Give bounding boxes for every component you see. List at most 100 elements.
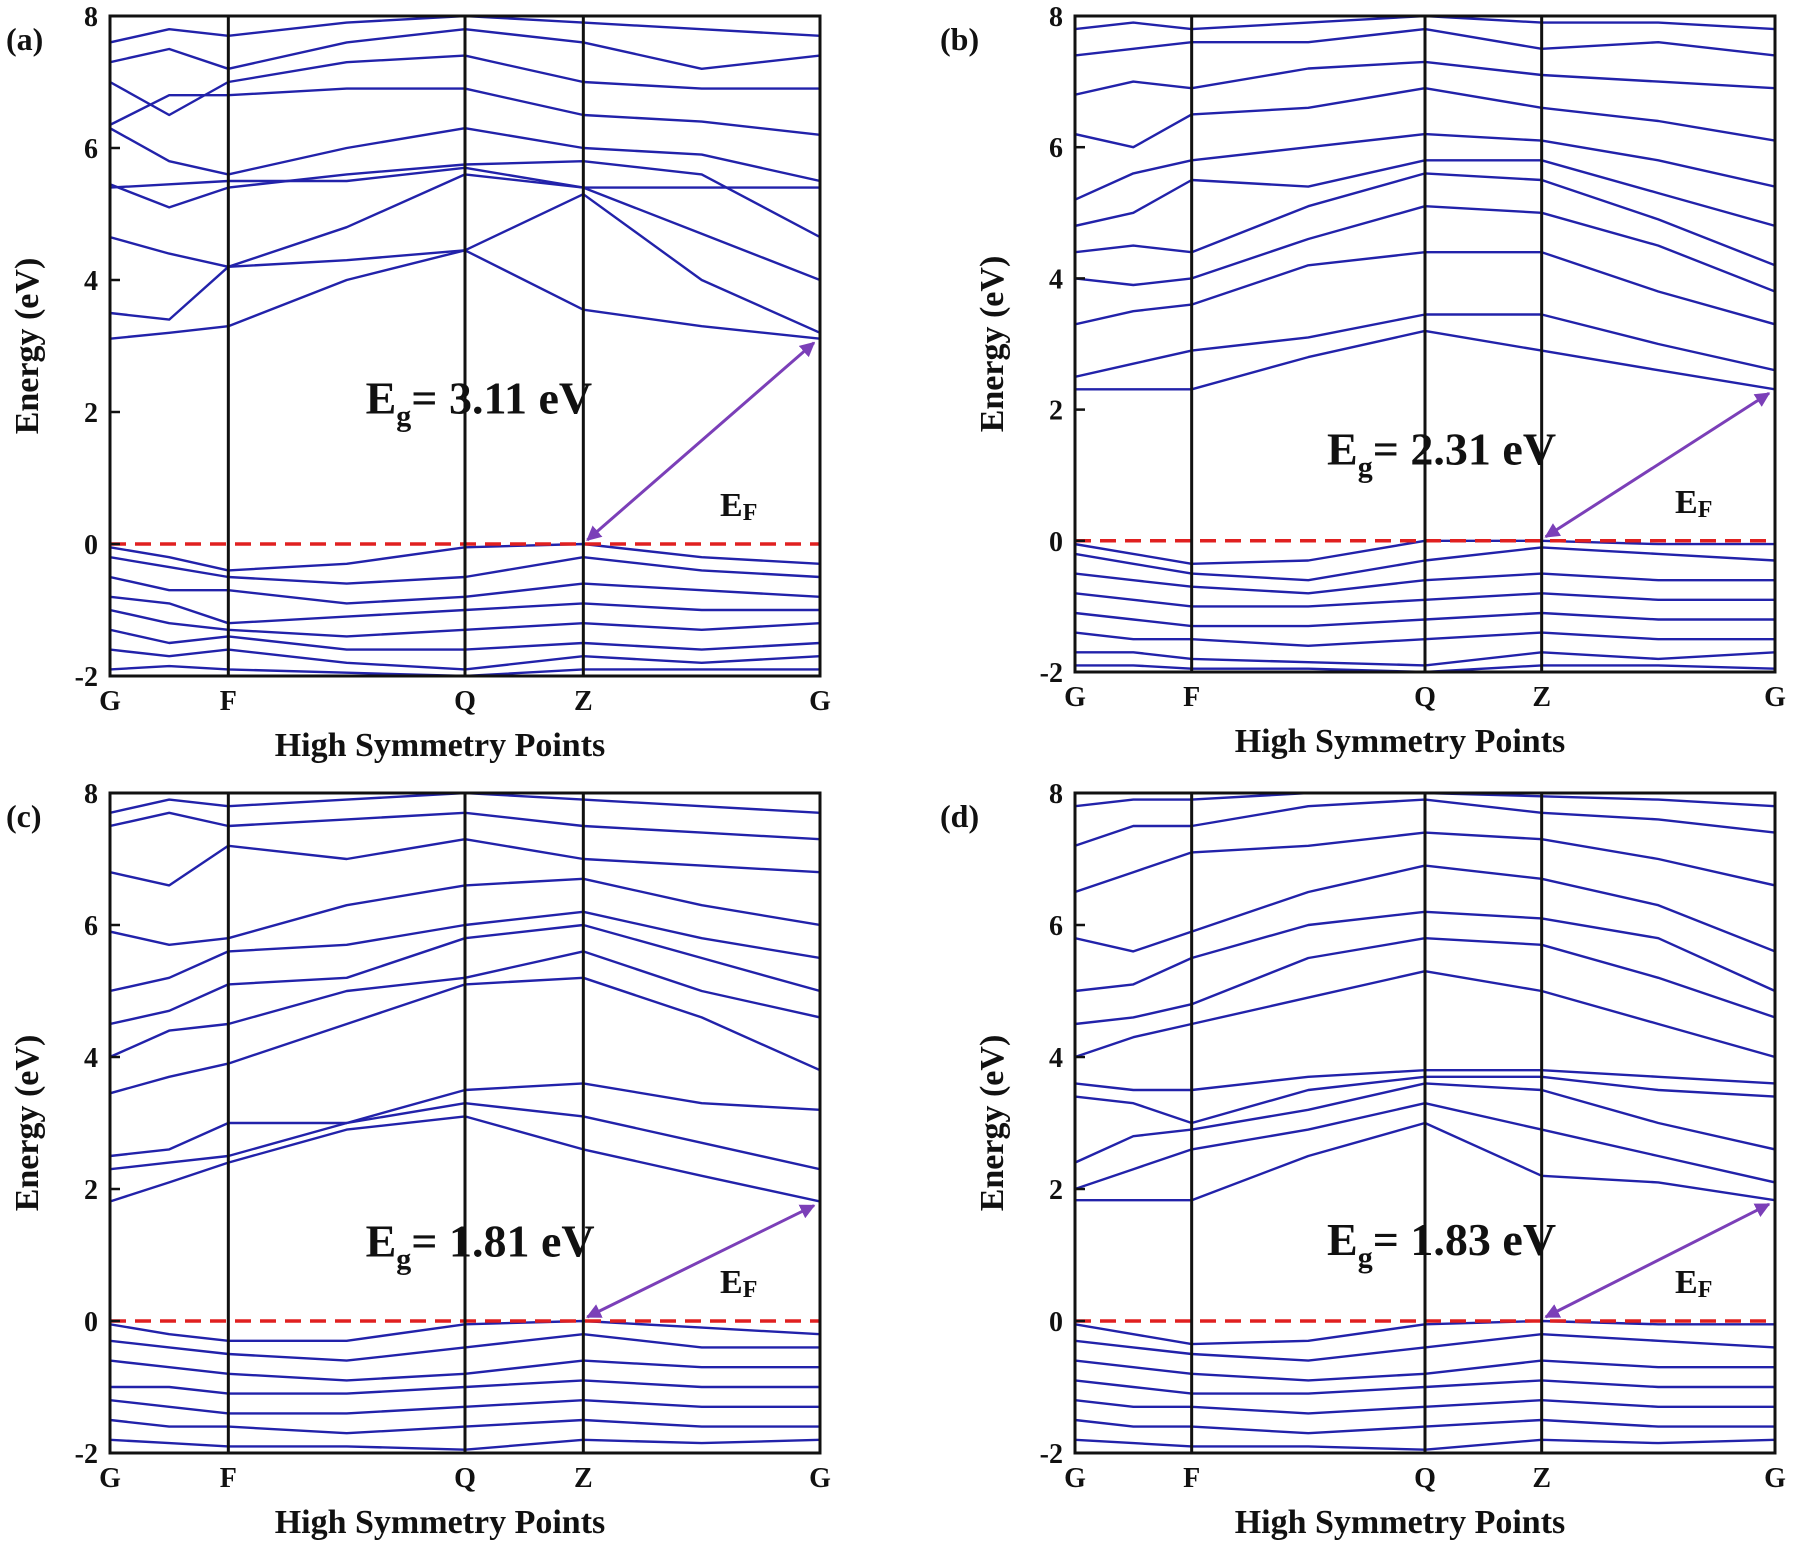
y-tick-label: 2 — [84, 398, 98, 429]
x-tick-label: G — [99, 686, 121, 717]
band-line-6 — [1075, 937, 1775, 1026]
y-tick-label: 8 — [84, 2, 98, 33]
y-tick-label: 2 — [1049, 396, 1063, 427]
band-gap-subscript: g — [1358, 450, 1373, 483]
x-tick-label: F — [220, 686, 237, 717]
band-gap-subscript: g — [1358, 1241, 1373, 1274]
band-line-5 — [1075, 970, 1775, 1059]
y-tick-label: 4 — [84, 1043, 98, 1074]
band-line-2 — [1075, 1082, 1775, 1164]
band-gap-value: = 3.11 eV — [411, 373, 592, 424]
band-line-17 — [1075, 1418, 1775, 1435]
band-line-14 — [1075, 1359, 1775, 1382]
x-axis-title: High Symmetry Points — [275, 727, 606, 764]
band-line-5 — [110, 126, 820, 183]
band-line-6 — [110, 87, 820, 136]
band-gap-symbol: E — [366, 1216, 397, 1267]
band-line-16 — [110, 1418, 820, 1435]
band-line-14 — [1075, 592, 1775, 608]
band-line-2 — [110, 173, 820, 282]
fermi-level-label: EF — [720, 1264, 757, 1303]
x-tick-label: Q — [1414, 1463, 1436, 1494]
band-line-9 — [110, 811, 820, 841]
x-tick-label: G — [99, 1463, 121, 1494]
x-tick-label: G — [1064, 1463, 1086, 1494]
y-tick-label: -2 — [75, 662, 98, 693]
fermi-symbol: E — [1675, 1264, 1698, 1301]
y-tick-label: 6 — [84, 911, 98, 942]
y-axis-title: Energy (eV) — [974, 256, 1011, 433]
y-tick-label: 4 — [84, 266, 98, 297]
band-line-4 — [110, 159, 820, 239]
panel-label: (a) — [6, 21, 43, 57]
x-tick-label: G — [809, 1463, 831, 1494]
band-line-3 — [1075, 204, 1775, 293]
band-line-11 — [1075, 539, 1775, 565]
x-tick-label: Z — [574, 686, 593, 717]
plot-frame — [1073, 791, 1777, 1455]
band-line-15 — [110, 1398, 820, 1415]
band-line-13 — [1075, 572, 1775, 595]
band-line-7 — [1075, 910, 1775, 993]
y-tick-label: 6 — [1049, 911, 1063, 942]
band-line-17 — [110, 1438, 820, 1451]
band-line-8 — [110, 838, 820, 887]
band-line-11 — [1075, 793, 1775, 808]
band-line-4 — [110, 950, 820, 1059]
band-gap-label: Eg= 1.81 eV — [366, 1216, 595, 1276]
band-line-12 — [110, 1332, 820, 1362]
band-line-7 — [110, 54, 820, 117]
band-line-0 — [110, 1115, 820, 1203]
y-tick-label: -2 — [1040, 1439, 1063, 1470]
bands — [1075, 16, 1775, 672]
y-tick-label: 0 — [84, 1307, 98, 1338]
band-gap-arrow — [586, 341, 816, 542]
band-line-10 — [1075, 798, 1775, 847]
band-line-2 — [1075, 250, 1775, 326]
fermi-subscript: F — [743, 500, 758, 526]
band-line-13 — [110, 595, 820, 625]
y-tick-label: 2 — [84, 1175, 98, 1206]
panel-d: -2 0 2 4 6 8 G F Q Z G High Symmetry Points Energy (… — [940, 779, 1786, 1541]
y-axis-title: Energy (eV) — [974, 1035, 1011, 1212]
x-axis-title: High Symmetry Points — [1235, 723, 1566, 760]
band-gap-subscript: g — [396, 400, 411, 433]
x-tick-label: Q — [454, 1463, 476, 1494]
fermi-subscript: F — [1698, 497, 1713, 523]
y-axis-title: Energy (eV) — [9, 258, 46, 435]
panel-c: -2 0 2 4 6 8 G F Q Z G High Symmetry Points Energy (… — [6, 779, 831, 1541]
bands — [110, 793, 820, 1451]
plot-frame — [108, 791, 822, 1455]
band-line-13 — [110, 1359, 820, 1382]
y-tick-label: 6 — [1049, 133, 1063, 164]
y-tick-label: 8 — [84, 779, 98, 810]
band-line-8 — [1075, 864, 1775, 953]
band-line-10 — [110, 793, 820, 814]
band-gap-symbol: E — [1327, 423, 1358, 474]
band-line-16 — [1075, 1398, 1775, 1415]
y-tick-label: 4 — [1049, 264, 1063, 295]
band-line-3 — [110, 976, 820, 1095]
y-tick-label: 0 — [1049, 527, 1063, 558]
x-axis-title: High Symmetry Points — [275, 1504, 606, 1541]
band-line-17 — [1075, 651, 1775, 667]
band-line-18 — [1075, 664, 1775, 672]
y-tick-label: 2 — [1049, 1175, 1063, 1206]
x-axis-title: High Symmetry Points — [1235, 1504, 1566, 1541]
plot-frame — [108, 14, 822, 678]
band-line-7 — [110, 877, 820, 946]
band-gap-arrow — [1544, 392, 1771, 539]
band-gap-label: Eg= 2.31 eV — [1327, 423, 1556, 483]
fermi-subscript: F — [1698, 1277, 1713, 1303]
panel-label: (d) — [940, 798, 979, 834]
band-gap-arrow — [585, 1204, 816, 1319]
band-line-15 — [110, 628, 820, 651]
band-line-15 — [1075, 611, 1775, 628]
y-tick-label: 8 — [1049, 2, 1063, 33]
band-gap-value: = 2.31 eV — [1373, 423, 1556, 474]
y-tick-label: 4 — [1049, 1043, 1063, 1074]
band-line-12 — [1075, 546, 1775, 582]
band-line-3 — [1075, 1075, 1775, 1125]
band-line-9 — [1075, 831, 1775, 894]
